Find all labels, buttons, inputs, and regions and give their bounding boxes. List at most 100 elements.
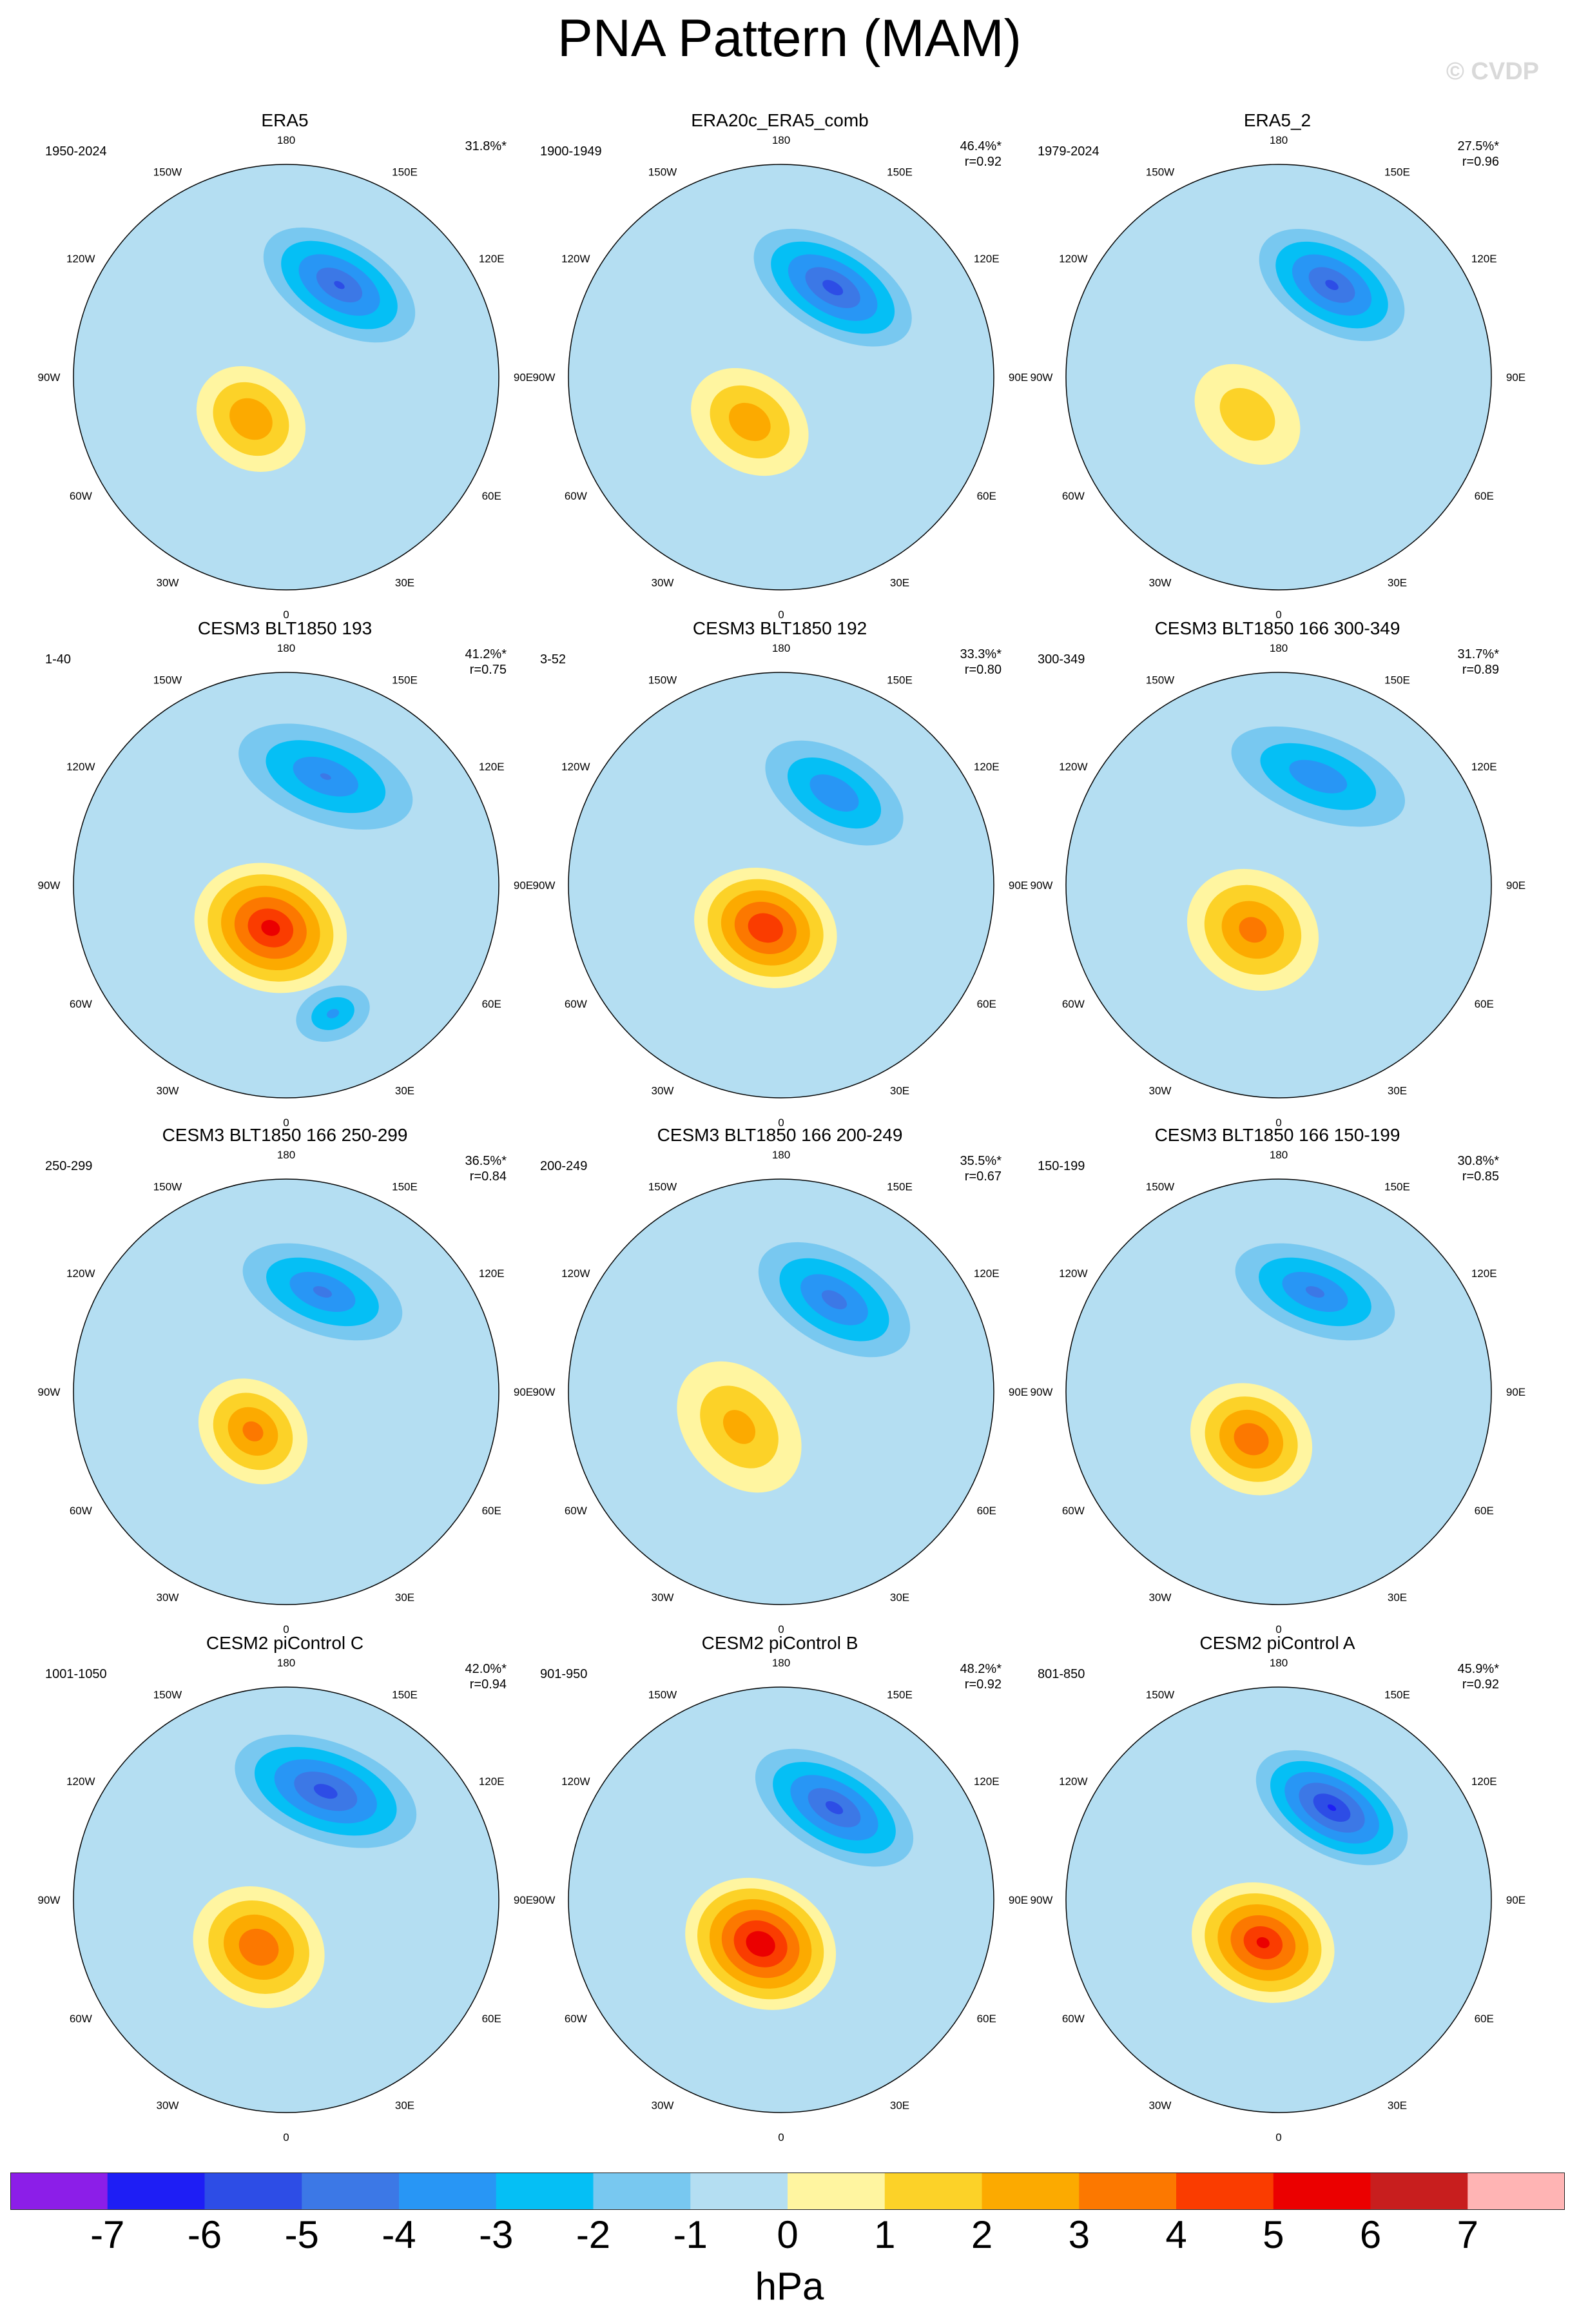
lon-label: 30W [1149,1592,1172,1604]
panel-title: ERA20c_ERA5_comb [691,110,869,130]
lon-label: 30W [157,1085,179,1097]
lon-label: 30E [1388,1592,1407,1604]
lon-label: 150W [153,166,182,178]
lon-label: 30E [890,1085,909,1097]
lon-label: 120W [561,253,590,265]
colorbar-swatch [10,2173,108,2210]
panel-pattern-corr: r=0.89 [1462,663,1499,677]
lon-label: 150E [1384,1180,1410,1193]
lon-label: 0 [1275,1117,1281,1129]
lon-label: 120E [479,761,505,773]
colorbar-swatch [982,2173,1080,2210]
panel-variance-pct: 27.5%* [1457,139,1500,153]
lon-label: 180 [772,1657,790,1669]
lon-label: 150W [648,1180,677,1193]
map-rim [1065,672,1492,1099]
negative-contour [825,1801,844,1815]
negative-contour [809,774,859,812]
lon-label: 60E [977,1505,996,1517]
lon-label: 30W [652,577,674,589]
lon-label: 30W [157,2100,179,2112]
lon-label: 180 [1270,1149,1288,1161]
colorbar-tick-label: -1 [673,2213,708,2256]
lon-label: 60E [482,998,501,1010]
colorbar-tick-label: -4 [382,2213,416,2256]
lon-label: 0 [283,609,289,621]
panel-period: 300-349 [1038,652,1085,667]
lon-label: 90E [514,1386,533,1398]
panel-variance-pct: 48.2%* [960,1662,1002,1676]
panel-pattern-corr: r=0.80 [964,663,1002,677]
lon-label: 120E [974,1267,1000,1280]
panel-pattern-corr: r=0.85 [1462,1169,1499,1184]
field-background [1066,1179,1491,1605]
panel-period: 1979-2024 [1038,144,1099,159]
positive-contour [1256,1937,1270,1948]
panel-variance-pct: 31.7%* [1457,647,1500,661]
panel-title: CESM2 piControl A [1199,1633,1355,1653]
lon-label: 150E [887,674,913,686]
lon-label: 120E [479,1775,505,1788]
lon-label: 120E [1471,1775,1497,1788]
lon-label: 150W [648,1688,677,1701]
colorbar-frame [10,2173,1565,2210]
lon-label: 90W [1031,879,1053,892]
lon-label: 0 [1275,2131,1281,2143]
lon-label: 150E [1384,166,1410,178]
polar-map: 180 150E 120E 90E 60E 30E 0 30W 60W 90W 120W 150W [1031,1149,1526,1636]
colorbar-swatch [884,2173,982,2210]
negative-contour [327,1009,340,1019]
lon-label: 30E [890,577,909,589]
field-background [568,164,994,590]
colorbar-tick-label: 5 [1263,2213,1284,2256]
lon-label: 30E [395,2100,414,2112]
map-rim [73,672,499,1099]
lon-label: 120W [1059,761,1087,773]
colorbar-swatch [788,2173,886,2210]
colorbar-swatch [204,2173,302,2210]
map-rim [73,1686,499,2113]
map-panel: ERA20c_ERA5_comb 1900-1949 46.4%* r=0.92 180… [528,110,1031,621]
lon-label: 60W [565,490,587,502]
lon-label: 180 [277,642,295,654]
lon-label: 90E [1009,879,1028,892]
colorbar-tick-label: -6 [187,2213,222,2256]
lon-label: 60E [977,2013,996,2025]
lon-label: 30W [157,577,179,589]
lon-label: 90W [533,1386,556,1398]
lon-label: 150E [392,166,418,178]
polar-map: 180 150E 120E 90E 60E 30E 0 30W 60W 90W 120W 150W [533,134,1029,621]
lon-label: 180 [277,1657,295,1669]
lon-label: 150W [153,1180,182,1193]
colorbar-swatch [302,2173,400,2210]
lon-label: 120W [561,761,590,773]
negative-contour [1289,759,1348,794]
panel-variance-pct: 41.2%* [465,647,507,661]
positive-contour [728,402,771,442]
lon-label: 0 [1275,609,1281,621]
lon-label: 120E [479,1267,505,1280]
negative-contour [822,280,844,296]
panel-pattern-corr: r=0.92 [1462,1677,1499,1692]
panel-title: ERA5 [261,110,309,130]
negative-contour [1305,1286,1325,1298]
lon-label: 60W [1062,2013,1085,2025]
lon-label: 60W [70,2013,92,2025]
panel-variance-pct: 45.9%* [1457,1662,1500,1676]
map-rim [73,164,499,591]
lon-label: 150W [648,166,677,178]
lon-label: 120W [66,761,95,773]
lon-label: 150E [1384,674,1410,686]
lon-label: 90W [38,1894,61,1906]
lon-label: 90W [38,371,61,384]
lon-label: 150W [153,674,182,686]
lon-label: 30W [652,2100,674,2112]
lon-label: 60W [565,998,587,1010]
panel-period: 200-249 [540,1159,588,1173]
lon-label: 180 [772,642,790,654]
positive-contour [748,913,783,943]
figure-title: PNA Pattern (MAM) [557,9,1022,68]
panel-pattern-corr: r=0.94 [469,1677,507,1692]
map-panel: CESM3 BLT1850 192 3-52 33.3%* r=0.80 180 150E… [528,618,1031,1129]
polar-map: 180 150E 120E 90E 60E 30E 0 30W 60W 90W 120W 150W [533,642,1029,1129]
